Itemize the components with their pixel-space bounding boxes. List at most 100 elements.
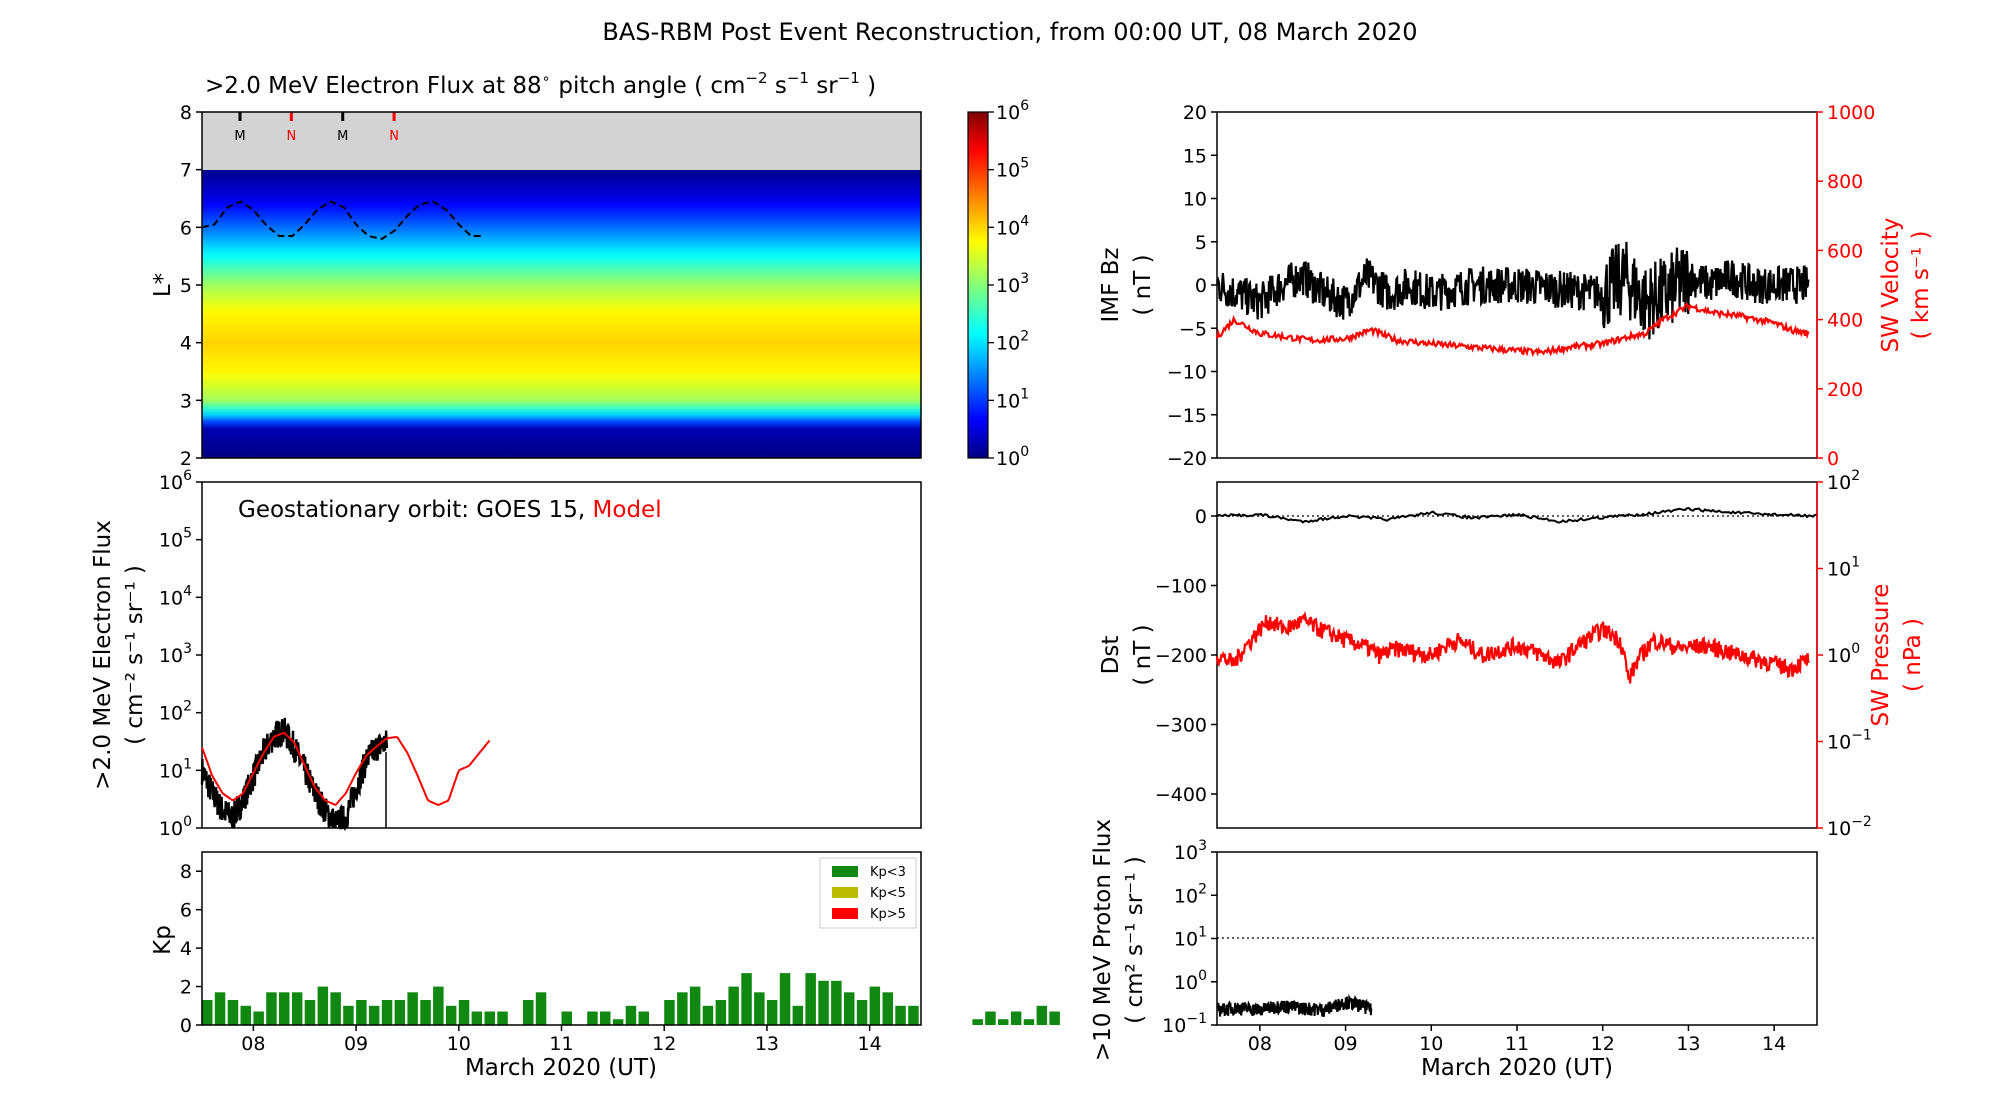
kp-y-ticks: 0 2 4 6 8 [180,861,202,1037]
dst-y-tick-label: −400 [1155,784,1207,806]
imf-y-tick-label: 0 [1195,275,1207,297]
kp-bar [497,1011,508,1025]
kp-bar [754,992,765,1025]
sw-pressure-ylabel-2: ( nPa ) [1900,618,1926,692]
kp-bar [1010,1011,1022,1025]
kp-bar [625,1005,637,1025]
kp-bar [535,992,547,1025]
kp-bar [844,992,855,1025]
kp-bar [407,992,418,1025]
kp-bar [664,1000,675,1025]
kp-legend-low: Kp<3 [870,865,906,880]
kp-bar [227,1000,239,1025]
dst-y-tick-label: 0 [1195,506,1207,528]
kp-bar [291,992,303,1025]
geo-flux-y-ticks: 100 101 102 103 104 105 106 [159,468,202,840]
colorbar-tick-label: 100 [996,444,1029,470]
kp-bar [998,1019,1009,1025]
proton-x-tick-label: 09 [1333,1033,1357,1055]
kp-bar [523,1000,534,1025]
kp-bars [202,973,1060,1025]
kp-bar [612,1019,624,1025]
proton-x-tick-label: 10 [1419,1033,1443,1055]
imf-y-tick-label: 20 [1183,102,1207,124]
imf-y-tick-label: −15 [1167,405,1207,427]
kp-bar [779,973,791,1025]
kp-bar [394,1000,406,1025]
kp-bar [381,1000,393,1025]
kp-bar [818,980,829,1025]
kp-y-tick-label: 0 [180,1015,192,1037]
kp-bar [638,1011,649,1025]
sw-velocity-tick-label: 1000 [1827,102,1875,124]
flux-map-title: >2.0 MeV Electron Flux at 88∘ pitch angle… [205,69,876,99]
flux-map-y-ticks: 2 3 4 5 6 7 8 [180,102,202,470]
imf-y-tick-label: −5 [1179,318,1207,340]
dst-panel: 0 −100 −200 −300 −400 102 101 100 10−1 10−2 Dst (… [1098,468,1926,840]
kp-legend-swatch-low [832,866,858,877]
dst-ylabel-2: ( nT ) [1130,624,1156,685]
imf-ylabel-1: IMF Bz [1098,247,1124,322]
kp-bar [317,986,329,1025]
dst-ylabel-1: Dst [1098,636,1124,675]
kp-bar [458,1000,470,1025]
proton-y-tick-label: 102 [1174,881,1207,907]
colorbar-tick-label: 106 [996,98,1029,124]
sw-pressure-tick-label: 10−1 [1827,728,1872,754]
geo-y-tick-label: 104 [159,583,192,609]
proton-x-tick-label: 11 [1505,1033,1529,1055]
imf-y-tick-label: 5 [1195,232,1207,254]
kp-bar [330,992,341,1025]
kp-bar [908,1005,919,1025]
kp-bar [766,1000,778,1025]
geo-flux-panel: Geostationary orbit: GOES 15, Model 1001… [90,468,922,840]
kp-bar [253,1011,264,1025]
kp-x-tick-label: 08 [241,1033,265,1055]
geo-y-tick-label: 102 [159,699,192,725]
proton-x-tick-label: 14 [1762,1033,1786,1055]
proton-panel: 103 102 101 100 10−1 08 09 10 11 12 13 14 >10 MeV P… [1090,819,1818,1081]
dst-y-tick-label: −200 [1155,645,1207,667]
orbit-marker-label: M [234,129,245,144]
kp-bar [972,1019,983,1025]
sw-pressure-tick-label: 100 [1827,641,1860,667]
sw-pressure-tick-label: 10−2 [1827,814,1872,840]
imf-y-tick-label: −20 [1167,448,1207,470]
kp-bar [728,986,739,1025]
kp-x-tick-label: 12 [652,1033,676,1055]
kp-bar [484,1011,495,1025]
proton-y-tick-label: 103 [1174,838,1207,864]
proton-y-tick-label: 100 [1174,968,1207,994]
kp-bar [368,1005,380,1025]
imf-y-tick-label: −10 [1167,362,1207,384]
geo-lstar-trace [201,200,485,240]
kp-bar [600,1011,611,1025]
kp-bar [882,992,893,1025]
kp-legend-high: Kp>5 [870,907,906,922]
kp-legend: Kp<3 Kp<5 Kp>5 [819,857,917,929]
kp-bar [1036,1005,1048,1025]
kp-bar [240,1005,251,1025]
sw-velocity-tick-label: 400 [1827,310,1863,332]
sw-pressure-ylabel-1: SW Pressure [1868,584,1894,727]
sw-pressure-tick-label: 101 [1827,555,1860,581]
flux-y-tick-label: 7 [180,160,192,182]
geo-annotation: Geostationary orbit: GOES 15, Model [238,497,662,523]
series-sw-velocity [1215,302,1810,357]
sw-velocity-tick-label: 200 [1827,379,1863,401]
kp-x-tick-label: 11 [549,1033,573,1055]
proton-ylabel-2: ( cm² s⁻¹ sr⁻¹ ) [1122,856,1148,1024]
kp-bar [343,1005,354,1025]
flux-map-ylabel: L* [150,273,176,297]
flux-map-panel: >2.0 MeV Electron Flux at 88∘ pitch angle… [150,69,1029,470]
kp-bar [202,1000,213,1025]
kp-bar [741,973,752,1025]
sw-pressure-tick-label: 102 [1827,468,1860,494]
kp-bar [279,992,290,1025]
kp-bar [304,1000,316,1025]
dst-y-tick-label: −300 [1155,715,1207,737]
kp-y-tick-label: 2 [180,977,192,999]
proton-y-tick-label: 101 [1174,925,1207,951]
